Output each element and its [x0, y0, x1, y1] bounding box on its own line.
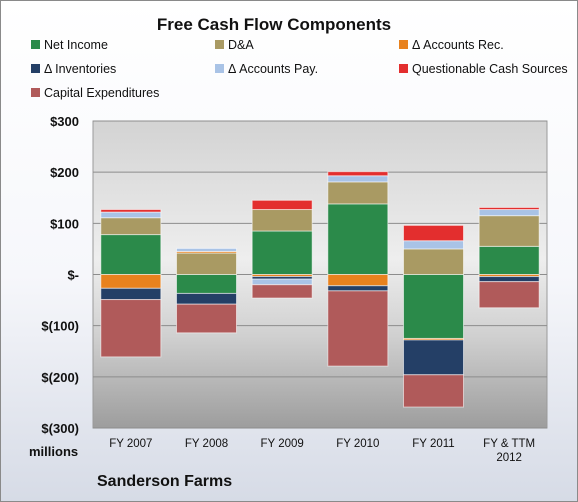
- legend-item: Net Income: [31, 38, 108, 52]
- bar-segment: [176, 292, 237, 305]
- bar-segment: [327, 203, 389, 275]
- y-tick-label: $(200): [41, 370, 79, 385]
- legend-label: Δ Accounts Pay.: [228, 62, 319, 76]
- legend-swatch: [399, 40, 408, 50]
- bar-segment: [251, 284, 313, 299]
- bar-segment: [478, 245, 540, 276]
- bar-segment: [100, 274, 162, 289]
- legend-label: Net Income: [44, 38, 108, 52]
- legend-swatch: [31, 64, 40, 74]
- bar-segment: [100, 287, 162, 301]
- bar-segment: [251, 199, 313, 211]
- legend-item: Δ Inventories: [31, 62, 116, 76]
- bar-segment: [327, 285, 389, 292]
- x-tick-label: FY 2011: [412, 438, 454, 450]
- bar-segment: [176, 247, 237, 252]
- company-name: Sanderson Farms: [97, 473, 233, 490]
- bar-segment: [327, 171, 389, 177]
- chart-title: Free Cash Flow Components: [156, 15, 392, 34]
- bar-segment: [403, 248, 464, 276]
- x-tick-label: FY & TTM: [483, 438, 535, 450]
- x-tick-label: FY 2009: [261, 438, 304, 450]
- bar-segment: [100, 234, 162, 275]
- bar-segment: [478, 281, 540, 309]
- bar-segment: [478, 276, 540, 283]
- x-tick-label: FY 2008: [185, 438, 228, 450]
- bar-segment: [403, 240, 464, 250]
- bar-segment: [100, 211, 162, 219]
- y-tick-label: $200: [50, 165, 79, 180]
- legend-swatch: [31, 88, 40, 98]
- legend-swatch: [215, 64, 224, 74]
- y-tick-label: $(100): [41, 319, 79, 334]
- legend-label: Capital Expenditures: [44, 86, 160, 100]
- legend-swatch: [399, 64, 408, 74]
- legend-label: Δ Inventories: [44, 62, 117, 76]
- bar-segment: [100, 299, 162, 358]
- y-tick-label: $100: [50, 216, 79, 231]
- bar-segment: [100, 209, 162, 213]
- bar-segment: [176, 252, 237, 275]
- bar-segment: [478, 209, 540, 217]
- legend-item: D&A: [215, 38, 254, 52]
- bar-segment: [327, 181, 389, 205]
- bar-segment: [100, 217, 162, 236]
- legend-item: Δ Accounts Pay.: [215, 62, 318, 76]
- bar-segment: [403, 339, 464, 376]
- units-label: millions: [29, 444, 79, 459]
- bar-segment: [251, 278, 313, 286]
- y-tick-label: $300: [50, 114, 79, 129]
- legend-swatch: [215, 40, 224, 50]
- bar-segment: [251, 209, 313, 232]
- bar-segment: [327, 175, 389, 183]
- bar-segment: [478, 215, 540, 247]
- bar-segment: [176, 274, 237, 294]
- bar-segment: [327, 274, 389, 287]
- legend-item: Capital Expenditures: [31, 86, 159, 100]
- x-tick-label: 2012: [496, 452, 522, 464]
- y-tick-label: $(300): [41, 421, 79, 436]
- bar-segment: [403, 224, 464, 242]
- bar-segment: [403, 274, 464, 339]
- bar-segment: [176, 303, 237, 334]
- legend-item: Δ Accounts Rec.: [399, 38, 504, 52]
- x-tick-label: FY 2010: [336, 438, 379, 450]
- legend-label: Δ Accounts Rec.: [412, 38, 504, 52]
- bar-segment: [478, 206, 540, 211]
- legend-item: Questionable Cash Sources: [399, 62, 568, 76]
- bar-segment: [327, 290, 389, 367]
- legend-swatch: [31, 40, 40, 50]
- y-tick-label: $-: [67, 268, 79, 283]
- x-tick-label: FY 2007: [109, 438, 152, 450]
- legend-label: Questionable Cash Sources: [412, 62, 568, 76]
- bar-segment: [251, 230, 313, 275]
- bar-segment: [403, 374, 464, 408]
- legend-label: D&A: [228, 38, 254, 52]
